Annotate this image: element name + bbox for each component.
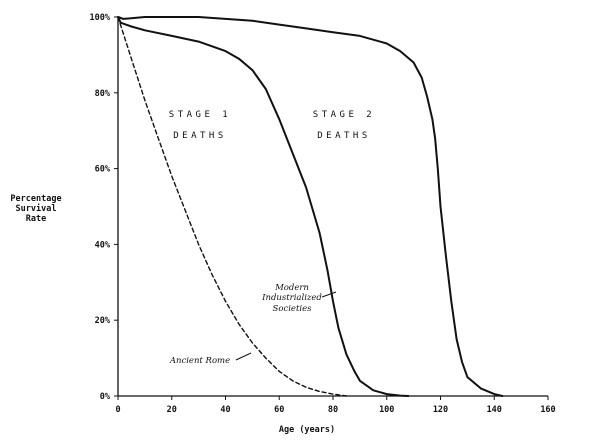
annotation-rome-leader xyxy=(235,352,252,361)
series-modern-industrialized-societies xyxy=(117,16,410,397)
stage-label-line1: STAGE 2 xyxy=(313,110,375,120)
stage-label-line1: STAGE 1 xyxy=(169,110,231,120)
x-tick-label: 100 xyxy=(379,405,394,415)
x-tick-label: 0 xyxy=(115,405,120,415)
x-tick-label: 60 xyxy=(274,405,284,415)
y-tick-label: 20% xyxy=(95,316,111,326)
y-tick-label: 80% xyxy=(95,89,111,99)
x-tick-label: 140 xyxy=(487,405,502,415)
survival-curves xyxy=(117,16,504,397)
annotation-ancient-rome: Ancient Rome xyxy=(169,356,230,366)
x-tick-label: 20 xyxy=(167,405,177,415)
stage-label-line2: DEATHS xyxy=(317,131,371,141)
x-axis-title: Age (years) xyxy=(279,425,335,435)
y-tick-label: 0% xyxy=(100,392,111,402)
y-tick-label: 60% xyxy=(95,165,111,175)
y-axis-title-line: Percentage xyxy=(10,194,61,204)
axes: 0 20 40 60 80 100 120 140 160 0% 20% 40% 60% 80% 100% xyxy=(90,13,556,415)
x-tick-label: 120 xyxy=(433,405,448,415)
annotation-modern-line: Industrialized xyxy=(261,293,322,303)
y-axis-title-line: Rate xyxy=(26,214,46,224)
x-tick-label: 80 xyxy=(328,405,338,415)
y-tick-label: 100% xyxy=(90,13,111,23)
x-tick-label: 160 xyxy=(540,405,555,415)
annotation-modern-line: Modern xyxy=(274,283,309,293)
annotation-modern-leader xyxy=(321,291,337,298)
stage-label-line2: DEATHS xyxy=(173,131,227,141)
y-axis-title-line: Survival xyxy=(16,203,57,214)
x-tick-label: 40 xyxy=(220,405,230,415)
series-stage2-survival xyxy=(117,16,504,397)
series-ancient-rome xyxy=(117,16,348,397)
y-tick-label: 40% xyxy=(95,240,111,250)
annotation-modern-line: Societies xyxy=(273,304,313,314)
